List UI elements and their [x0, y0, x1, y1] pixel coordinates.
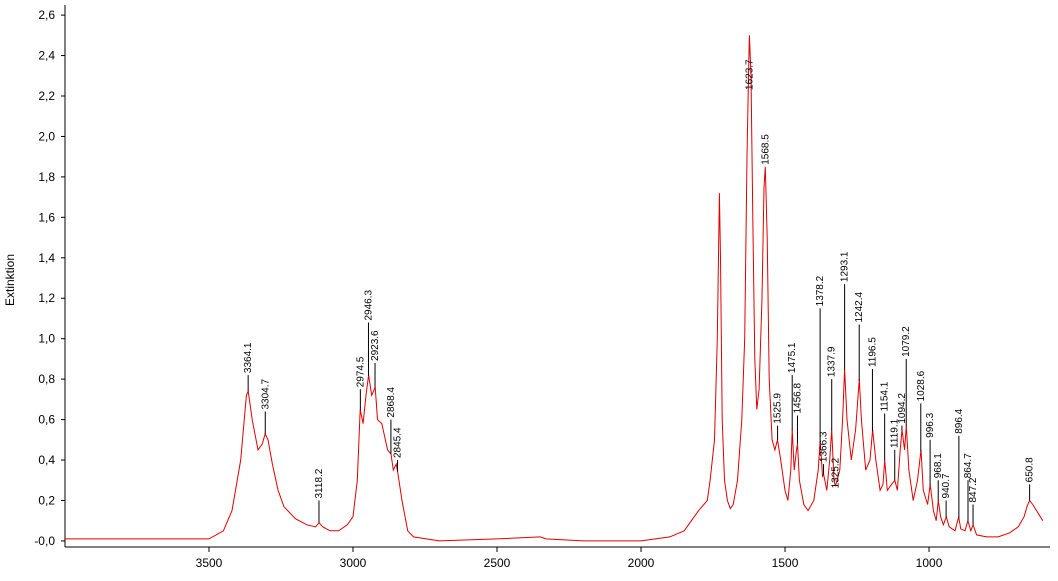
y-tick-label: 0,8: [38, 372, 55, 386]
peak-label: 1325.2: [830, 457, 841, 488]
y-tick-label: 1,0: [38, 332, 55, 346]
peak-label: 1456.8: [792, 383, 803, 414]
peak-label: 1337.9: [827, 346, 838, 377]
peak-label: 896.4: [954, 408, 965, 433]
spectrum-line: [65, 35, 1044, 542]
peak-label: 1119.1: [890, 418, 901, 448]
peak-label: 2845.4: [393, 427, 404, 458]
peak-label: 1525.9: [773, 393, 784, 424]
peak-label: 968.1: [933, 453, 944, 478]
x-tick-label: 3000: [340, 556, 367, 570]
y-tick-label: -0,0: [34, 534, 55, 548]
peak-label: 650.8: [1025, 457, 1036, 482]
peak-label: 3364.1: [243, 342, 254, 373]
y-tick-label: 2,6: [38, 8, 55, 22]
peak-label: 1079.2: [901, 326, 912, 357]
peak-label: 1242.4: [854, 292, 865, 323]
peak-label: 1094.2: [897, 393, 908, 424]
peak-label: 2923.6: [370, 330, 381, 361]
y-tick-label: 1,2: [38, 291, 55, 305]
peak-label: 2974.5: [355, 356, 366, 387]
x-tick-label: 1500: [772, 556, 799, 570]
x-tick-label: 3500: [196, 556, 223, 570]
peak-label: 864.7: [963, 453, 974, 478]
x-tick-label: 2500: [484, 556, 511, 570]
peak-label: 2868.4: [386, 387, 397, 418]
peak-label: 1378.2: [815, 275, 826, 306]
x-tick-label: 1000: [916, 556, 943, 570]
y-tick-label: 0,4: [38, 453, 55, 467]
y-tick-label: 2,0: [38, 129, 55, 143]
x-tick-label: 2000: [628, 556, 655, 570]
y-tick-label: 2,4: [38, 49, 55, 63]
peak-label: 847.2: [968, 477, 979, 502]
peak-label: 1366.3: [819, 431, 830, 462]
y-tick-label: 0,2: [38, 493, 55, 507]
peak-label: 2946.3: [363, 289, 374, 320]
peak-label: 3304.7: [260, 378, 271, 409]
peak-label: 1293.1: [840, 251, 851, 282]
peak-label: 1568.5: [760, 134, 771, 165]
y-tick-label: 0,6: [38, 413, 55, 427]
peak-label: 1475.1: [787, 342, 798, 373]
y-tick-label: 2,2: [38, 89, 55, 103]
y-tick-label: 1,4: [38, 251, 55, 265]
peak-label: 940.7: [941, 473, 952, 498]
y-tick-label: 1,8: [38, 170, 55, 184]
peak-label: 1623.7: [744, 59, 755, 90]
peak-label: 1154.1: [880, 381, 891, 411]
peak-label: 1028.6: [916, 370, 927, 401]
y-tick-label: 1,6: [38, 210, 55, 224]
y-axis-label: Extinktion: [3, 254, 17, 306]
peak-label: 1196.5: [867, 337, 878, 367]
peak-label: 996.3: [925, 412, 936, 437]
peak-label: 3118.2: [314, 468, 325, 498]
